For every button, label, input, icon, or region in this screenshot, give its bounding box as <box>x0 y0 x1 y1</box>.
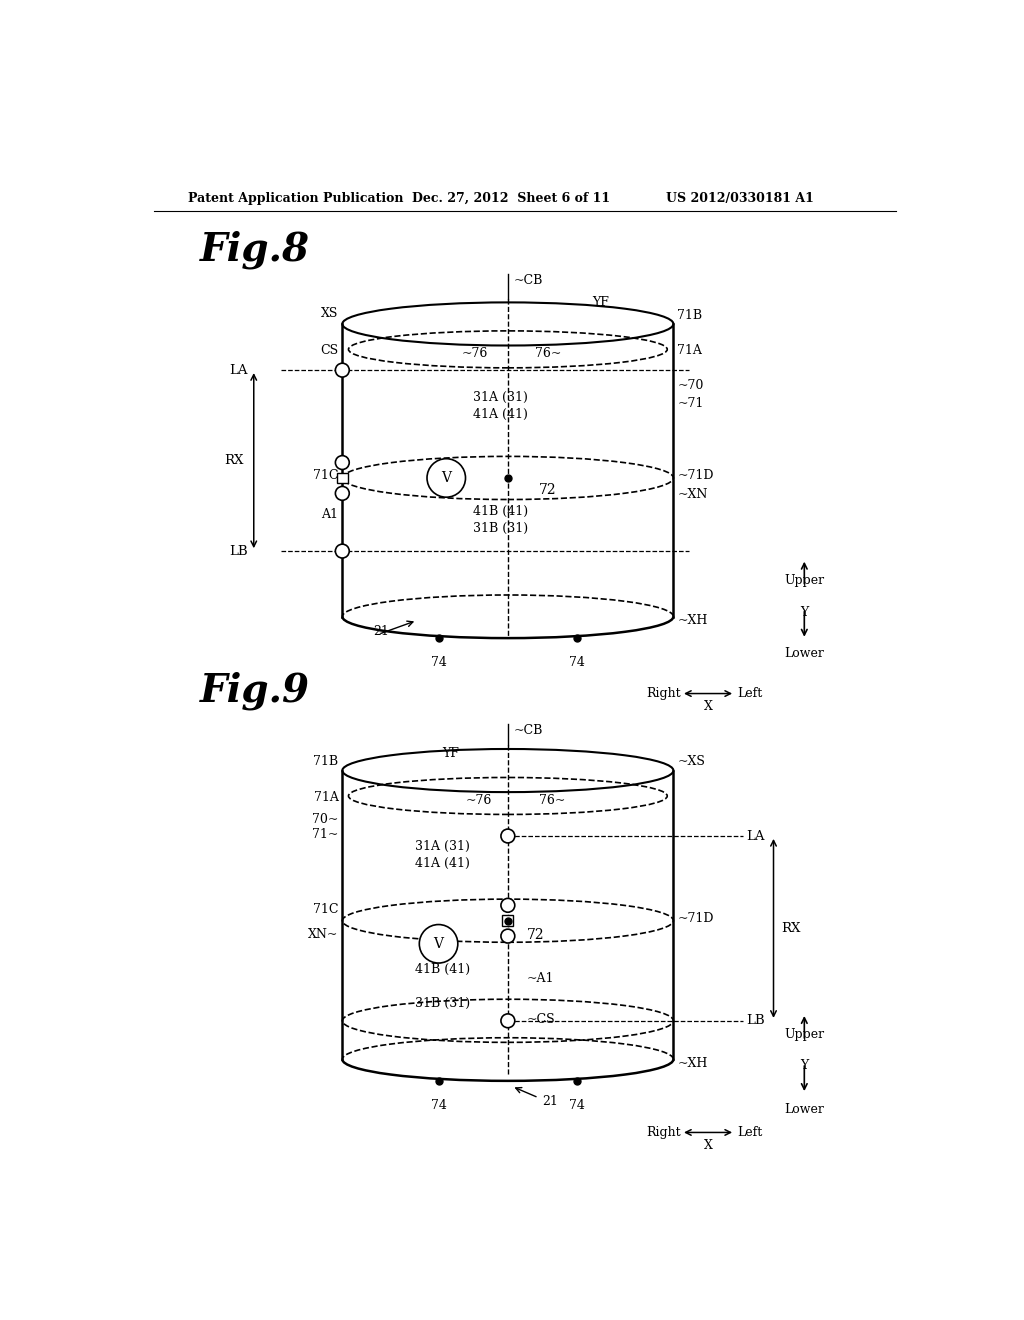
Text: X: X <box>703 1139 713 1152</box>
Text: 41B (41): 41B (41) <box>473 504 528 517</box>
Text: 72: 72 <box>539 483 556 496</box>
Text: Upper: Upper <box>784 574 824 587</box>
Text: 31A (31): 31A (31) <box>473 391 528 404</box>
Text: Right: Right <box>646 1126 681 1139</box>
Text: 74: 74 <box>431 1100 446 1111</box>
Text: 72: 72 <box>527 928 545 941</box>
Text: ~CS: ~CS <box>527 1012 556 1026</box>
Text: RX: RX <box>781 921 801 935</box>
Text: CS: CS <box>321 345 339 358</box>
Text: ~CB: ~CB <box>514 273 544 286</box>
Text: ~A1: ~A1 <box>527 972 555 985</box>
Text: XS: XS <box>322 308 339 321</box>
Text: Right: Right <box>646 686 681 700</box>
Text: ~70: ~70 <box>677 379 703 392</box>
Text: Fig.8: Fig.8 <box>200 230 310 268</box>
Text: 71B: 71B <box>313 755 339 768</box>
Text: 71~: 71~ <box>312 828 339 841</box>
Text: 71A: 71A <box>677 345 702 358</box>
Bar <box>503 915 513 927</box>
Text: 21: 21 <box>543 1096 558 1109</box>
Text: 74: 74 <box>431 656 446 669</box>
Text: YF: YF <box>442 747 460 760</box>
Circle shape <box>419 924 458 964</box>
Text: ~CB: ~CB <box>514 723 544 737</box>
Text: LA: LA <box>229 363 248 376</box>
Text: 71B: 71B <box>677 309 702 322</box>
Text: Upper: Upper <box>784 1028 824 1041</box>
Text: A1: A1 <box>322 508 339 520</box>
Text: Y: Y <box>801 606 809 619</box>
Text: Y: Y <box>801 1059 809 1072</box>
Text: 76~: 76~ <box>535 347 561 360</box>
Text: 41A (41): 41A (41) <box>473 408 528 421</box>
Text: 74: 74 <box>569 656 585 669</box>
Text: US 2012/0330181 A1: US 2012/0330181 A1 <box>666 191 814 205</box>
Circle shape <box>336 544 349 558</box>
Text: Lower: Lower <box>784 1102 824 1115</box>
Text: V: V <box>433 937 443 950</box>
Circle shape <box>501 1014 515 1028</box>
Text: 31B (31): 31B (31) <box>416 998 471 1010</box>
Text: YF: YF <box>593 296 609 309</box>
Circle shape <box>501 929 515 942</box>
Circle shape <box>336 487 349 500</box>
Text: 71C: 71C <box>313 903 339 916</box>
Text: Left: Left <box>737 1126 763 1139</box>
Text: ~76: ~76 <box>462 347 488 360</box>
Circle shape <box>336 455 349 470</box>
Text: 41A (41): 41A (41) <box>416 857 470 870</box>
Text: Lower: Lower <box>784 647 824 660</box>
Text: Dec. 27, 2012  Sheet 6 of 11: Dec. 27, 2012 Sheet 6 of 11 <box>412 191 609 205</box>
Text: Patent Application Publication: Patent Application Publication <box>188 191 403 205</box>
Text: Fig.9: Fig.9 <box>200 672 310 710</box>
Text: XN~: XN~ <box>308 928 339 941</box>
Text: Left: Left <box>737 686 763 700</box>
Text: 70~: 70~ <box>312 813 339 825</box>
Text: ~XS: ~XS <box>677 755 706 768</box>
Text: 31B (31): 31B (31) <box>473 521 528 535</box>
Text: ~XN: ~XN <box>677 488 708 502</box>
Text: LA: LA <box>746 829 765 842</box>
Text: RX: RX <box>224 454 244 467</box>
Text: ~XH: ~XH <box>677 1056 708 1069</box>
Text: X: X <box>703 700 713 713</box>
Text: 31A (31): 31A (31) <box>416 840 470 853</box>
Text: 21: 21 <box>373 626 389 639</box>
Text: ~71D: ~71D <box>677 469 714 482</box>
Text: ~71D: ~71D <box>677 912 714 925</box>
Circle shape <box>336 363 349 378</box>
Circle shape <box>427 458 466 498</box>
Text: ~XH: ~XH <box>677 614 708 627</box>
Text: 71A: 71A <box>313 791 339 804</box>
Text: ~76: ~76 <box>466 795 492 807</box>
Text: 41B (41): 41B (41) <box>416 962 471 975</box>
Text: 76~: 76~ <box>539 795 565 807</box>
Text: LB: LB <box>746 1014 765 1027</box>
Text: LB: LB <box>229 545 248 557</box>
Circle shape <box>501 829 515 843</box>
Text: 71C: 71C <box>313 469 339 482</box>
Text: ~71: ~71 <box>677 397 703 409</box>
Circle shape <box>501 899 515 912</box>
Bar <box>337 473 348 483</box>
Text: V: V <box>441 471 452 484</box>
Text: 74: 74 <box>569 1100 585 1111</box>
